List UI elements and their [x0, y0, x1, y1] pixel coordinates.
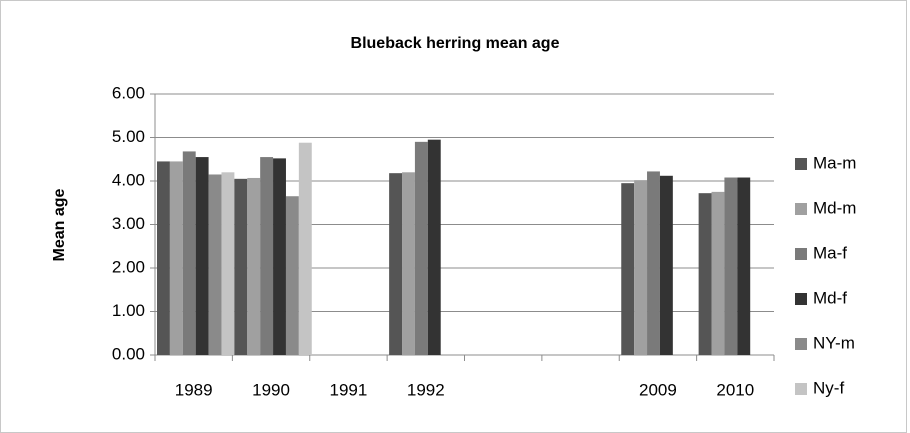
- bar: [634, 180, 648, 355]
- bar: [273, 158, 286, 355]
- legend-swatch: [795, 203, 807, 215]
- bar: [698, 193, 712, 355]
- bar: [260, 157, 274, 355]
- legend-label: Ma-m: [813, 153, 856, 172]
- bar: [427, 139, 441, 355]
- legend-swatch: [795, 293, 807, 305]
- bar: [182, 151, 196, 355]
- bar: [247, 177, 261, 355]
- x-tick-label: 1992: [407, 380, 445, 399]
- bar: [298, 142, 312, 355]
- bar: [402, 172, 415, 355]
- legend-swatch: [795, 158, 807, 170]
- x-tick-label: 1991: [330, 380, 368, 399]
- bar: [221, 172, 235, 355]
- bar: [659, 175, 673, 355]
- legend-label: Md-m: [813, 198, 856, 217]
- legend-label: Md-f: [813, 288, 847, 307]
- bar: [647, 171, 660, 355]
- x-tick-label: 2010: [716, 380, 754, 399]
- y-tick-label: 2.00: [112, 257, 145, 276]
- x-tick-label: 2009: [639, 380, 677, 399]
- y-tick-label: 0.00: [112, 344, 145, 363]
- legend-label: Ma-f: [813, 243, 847, 262]
- bar: [234, 178, 248, 355]
- chart-title: Blueback herring mean age: [351, 35, 560, 52]
- legend-label: NY-m: [813, 333, 855, 352]
- legend-label: Ny-f: [813, 378, 844, 397]
- legend-swatch: [795, 248, 807, 260]
- bar: [711, 191, 725, 355]
- bar: [389, 173, 403, 355]
- y-tick-label: 3.00: [112, 214, 145, 233]
- bar: [285, 196, 299, 355]
- bar: [157, 161, 170, 355]
- bar: [724, 177, 738, 355]
- bar: [414, 141, 428, 355]
- y-tick-label: 1.00: [112, 301, 145, 320]
- bar: [208, 174, 222, 355]
- legend-swatch: [795, 383, 807, 395]
- bar: [169, 161, 183, 355]
- x-tick-label: 1990: [252, 380, 290, 399]
- y-tick-label: 6.00: [112, 83, 145, 102]
- y-axis-label: Mean age: [51, 188, 68, 261]
- legend-swatch: [795, 338, 807, 350]
- y-tick-label: 5.00: [112, 127, 145, 146]
- x-tick-label: 1989: [175, 380, 213, 399]
- bar: [737, 177, 751, 355]
- y-tick-label: 4.00: [112, 170, 145, 189]
- bar: [195, 157, 209, 355]
- bar: [621, 183, 635, 355]
